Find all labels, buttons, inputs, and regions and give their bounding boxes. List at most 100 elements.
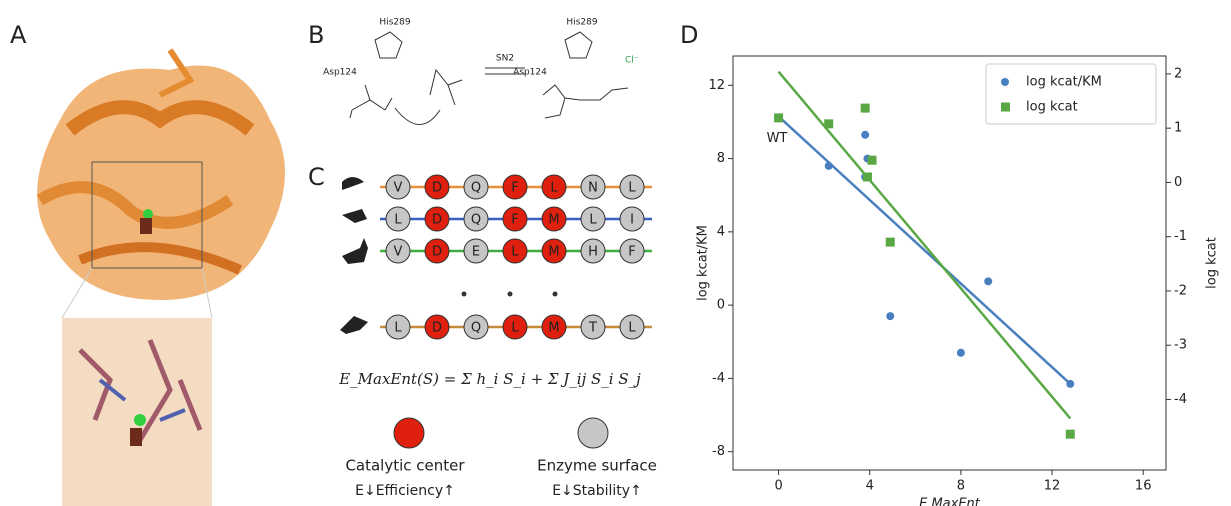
residue [385, 174, 411, 200]
residue [619, 174, 645, 200]
formula: E_MaxEnt(S) = Σ h_i S_i + Σ J_ij S_i S_j [338, 370, 641, 388]
point [956, 348, 965, 357]
x-tick-label: 0 [774, 479, 782, 494]
residue-name: Asp124 [513, 68, 547, 78]
residue-letter: L [511, 321, 519, 336]
y2-tick-label: -2 [1174, 283, 1187, 298]
residue [619, 314, 645, 340]
y-tick-label: 0 [717, 298, 725, 313]
residue [619, 238, 645, 264]
residue-letter: M [548, 321, 559, 336]
residue-letter: Q [471, 181, 481, 196]
residue [541, 206, 567, 232]
x-tick-label: 4 [866, 479, 874, 494]
residue [541, 174, 567, 200]
residue [463, 206, 489, 232]
residue [424, 174, 450, 200]
y2-tick-label: -4 [1174, 392, 1187, 407]
y2-tick-label: -3 [1174, 338, 1187, 353]
residue [619, 206, 645, 232]
residue-letter: I [630, 213, 634, 228]
residue-letter: L [589, 213, 597, 228]
panel-label: B [308, 21, 324, 49]
ellipsis [461, 291, 558, 297]
annotation: WT [767, 131, 788, 146]
residue-letter: F [511, 213, 518, 228]
point [861, 130, 870, 139]
legend-marker [1001, 78, 1009, 86]
residue-letter: H [588, 245, 598, 260]
residue [424, 238, 450, 264]
residue [580, 314, 606, 340]
y-tick-label: 8 [717, 151, 725, 166]
residue-letter: M [548, 245, 559, 260]
legend-label: log kcat/KM [1026, 75, 1102, 90]
point [860, 103, 870, 113]
fit-line [777, 115, 1072, 385]
panel-label: D [680, 21, 698, 49]
residue [541, 238, 567, 264]
x-tick-label: 8 [957, 479, 965, 494]
residue-letter: N [588, 181, 598, 196]
residue [580, 174, 606, 200]
residue [463, 314, 489, 340]
residue [424, 206, 450, 232]
residue [463, 238, 489, 264]
x-tick-label: 12 [1044, 479, 1061, 494]
y-tick-label: 12 [708, 78, 725, 93]
x-axis-label: E MaxEnt [919, 497, 981, 506]
point [867, 155, 877, 165]
residue-letter: L [628, 181, 636, 196]
residue-letter: F [628, 245, 635, 260]
legend-note: E↓Stability↑ [552, 483, 642, 499]
chloride: Cl⁻ [625, 56, 639, 66]
legend-note: E↓Efficiency↑ [355, 483, 455, 499]
residue-letter: Q [471, 213, 481, 228]
protein-structure [36, 48, 286, 506]
point [885, 237, 895, 247]
y-tick-label: -4 [712, 371, 725, 386]
legend-label: Enzyme surface [537, 457, 657, 475]
residue [502, 238, 528, 264]
residue [541, 314, 567, 340]
legend-label: log kcat [1026, 100, 1078, 115]
panel-label: A [10, 21, 27, 49]
residue [502, 206, 528, 232]
legend-swatch [577, 417, 609, 449]
y2-tick-label: 2 [1174, 66, 1182, 81]
residue [385, 238, 411, 264]
residue-letter: L [628, 321, 636, 336]
organism-icons [340, 177, 368, 334]
residue [502, 314, 528, 340]
panel-label: C [308, 163, 325, 191]
point [774, 113, 784, 123]
residue [463, 174, 489, 200]
residue-letter: L [550, 181, 558, 196]
legend-box [985, 63, 1157, 125]
residue [424, 314, 450, 340]
residue-letter: M [548, 213, 559, 228]
residue [385, 206, 411, 232]
residue-letter: L [394, 321, 402, 336]
x-tick-label: 16 [1135, 479, 1152, 494]
y-axis-label: log kcat/KM [696, 225, 711, 301]
reaction-scheme [349, 31, 629, 125]
residue-name: His289 [566, 18, 597, 28]
residue-letter: L [511, 245, 519, 260]
residue-letter: L [394, 213, 402, 228]
residue-name: Asp124 [323, 68, 357, 78]
legend-marker [1001, 102, 1010, 112]
y-tick-label: 4 [717, 224, 725, 239]
residue-letter: D [432, 181, 442, 196]
residue-letter: V [394, 181, 403, 196]
residue-letter: V [394, 245, 403, 260]
reaction-label: SN2 [496, 54, 514, 64]
point [862, 172, 872, 182]
residue [580, 206, 606, 232]
legend-label: Catalytic center [345, 457, 465, 475]
point [886, 312, 895, 321]
residue-letter: F [511, 181, 518, 196]
residue-letter: D [432, 321, 442, 336]
